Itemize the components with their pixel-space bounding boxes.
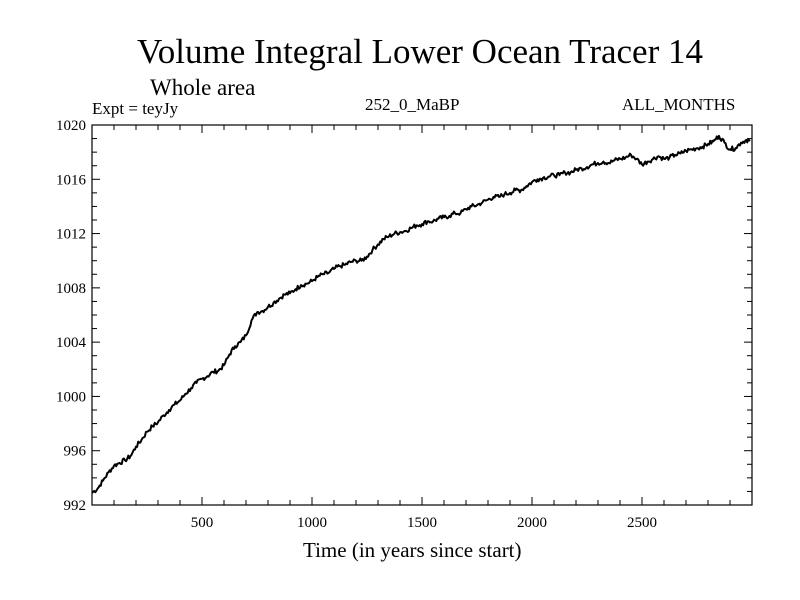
run-label: 252_0_MaBP xyxy=(365,95,460,114)
experiment-label: Expt = teyJy xyxy=(92,99,179,118)
axis-ticks xyxy=(92,125,752,505)
y-tick-label: 1016 xyxy=(56,172,87,188)
x-tick-label: 2500 xyxy=(627,515,657,531)
chart-subtitle: Whole area xyxy=(150,75,256,100)
series-layer xyxy=(91,134,751,494)
x-tick-label: 1500 xyxy=(407,515,437,531)
x-tick-label: 2000 xyxy=(517,515,547,531)
months-label: ALL_MONTHS xyxy=(622,95,736,114)
y-tick-label: 1004 xyxy=(56,335,87,351)
tick-labels: 500 1000 1500 2000 2500 992 996 1000 1004 1008 101… xyxy=(56,118,657,531)
x-tick-label: 1000 xyxy=(297,515,327,531)
x-axis-label: Time (in years since start) xyxy=(303,538,522,562)
x-tick-label: 500 xyxy=(191,515,214,531)
y-tick-label: 1008 xyxy=(56,281,86,297)
plot-frame xyxy=(91,124,753,506)
y-tick-label: 1012 xyxy=(56,227,86,243)
chart-title: Volume Integral Lower Ocean Tracer 14 xyxy=(137,32,703,71)
series-line xyxy=(91,134,751,494)
y-tick-label: 1000 xyxy=(56,389,86,405)
y-tick-label: 1020 xyxy=(56,118,86,134)
y-tick-label: 992 xyxy=(64,498,87,514)
y-tick-label: 996 xyxy=(64,444,87,460)
